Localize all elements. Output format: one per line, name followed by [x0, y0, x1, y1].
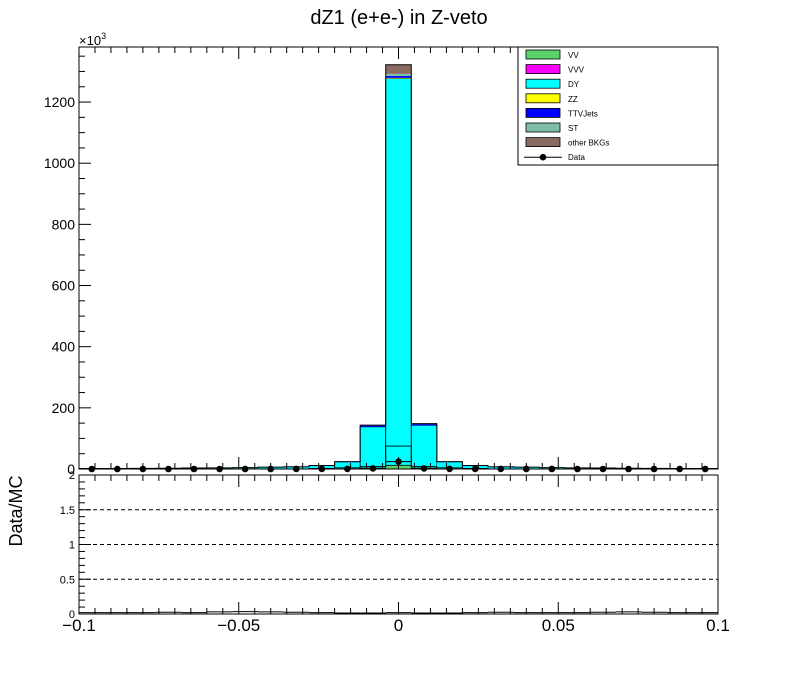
- y-tick-label: 1.5: [60, 505, 75, 517]
- ratio-y-axis-label: Data/MC: [6, 475, 26, 546]
- legend-swatch: [526, 123, 560, 132]
- x-tick-label: −0.05: [217, 616, 260, 635]
- main-plot-area: 020040060080010001200VVVVVDYZZTTVJetsSTo…: [44, 47, 718, 477]
- legend-marker: [540, 154, 547, 161]
- legend-entry: TTVJets: [568, 109, 598, 118]
- exponent-label: ×103: [79, 31, 106, 48]
- y-tick-label: 1000: [44, 155, 75, 171]
- bar: [386, 78, 412, 79]
- y-tick-label: 200: [52, 400, 76, 416]
- y-tick-label: 1200: [44, 94, 75, 110]
- y-tick-label: 2: [69, 470, 75, 482]
- y-tick-label: 600: [52, 278, 76, 294]
- y-tick-label: 0.5: [60, 574, 75, 586]
- bar: [360, 426, 386, 427]
- legend-entry: other BKGs: [568, 139, 609, 148]
- legend-entry: Data: [568, 153, 585, 162]
- data-point: [370, 465, 377, 472]
- y-tick-label: 800: [52, 216, 76, 232]
- y-tick-label: 400: [52, 339, 76, 355]
- x-tick-label: 0.1: [706, 616, 730, 635]
- legend-swatch: [526, 138, 560, 147]
- chart-title: dZ1 (e+e-) in Z-veto: [310, 7, 487, 29]
- bar: [386, 74, 412, 76]
- exponent-power: 3: [101, 31, 106, 41]
- data-point: [421, 465, 428, 472]
- x-tick-label: 0.05: [542, 616, 575, 635]
- legend-swatch: [526, 50, 560, 59]
- legend-swatch: [526, 65, 560, 74]
- legend-entry: ZZ: [568, 95, 578, 104]
- legend-entry: ST: [568, 124, 578, 133]
- legend-swatch: [526, 79, 560, 88]
- bar: [360, 427, 386, 468]
- y-tick-label: 1: [69, 540, 75, 552]
- series-zz: [386, 78, 412, 79]
- legend-entry: VV: [568, 51, 579, 60]
- bar: [386, 78, 412, 465]
- bar: [411, 424, 437, 425]
- bar: [386, 76, 412, 78]
- x-tick-label: −0.1: [62, 616, 96, 635]
- legend-swatch: [526, 94, 560, 103]
- bar: [386, 65, 412, 74]
- legend-swatch: [526, 108, 560, 117]
- legend-entry: DY: [568, 80, 580, 89]
- legend-entry: VVV: [568, 66, 585, 75]
- bar: [411, 425, 437, 468]
- ratio-frame-border: [79, 475, 718, 614]
- x-tick-label: 0: [394, 616, 403, 635]
